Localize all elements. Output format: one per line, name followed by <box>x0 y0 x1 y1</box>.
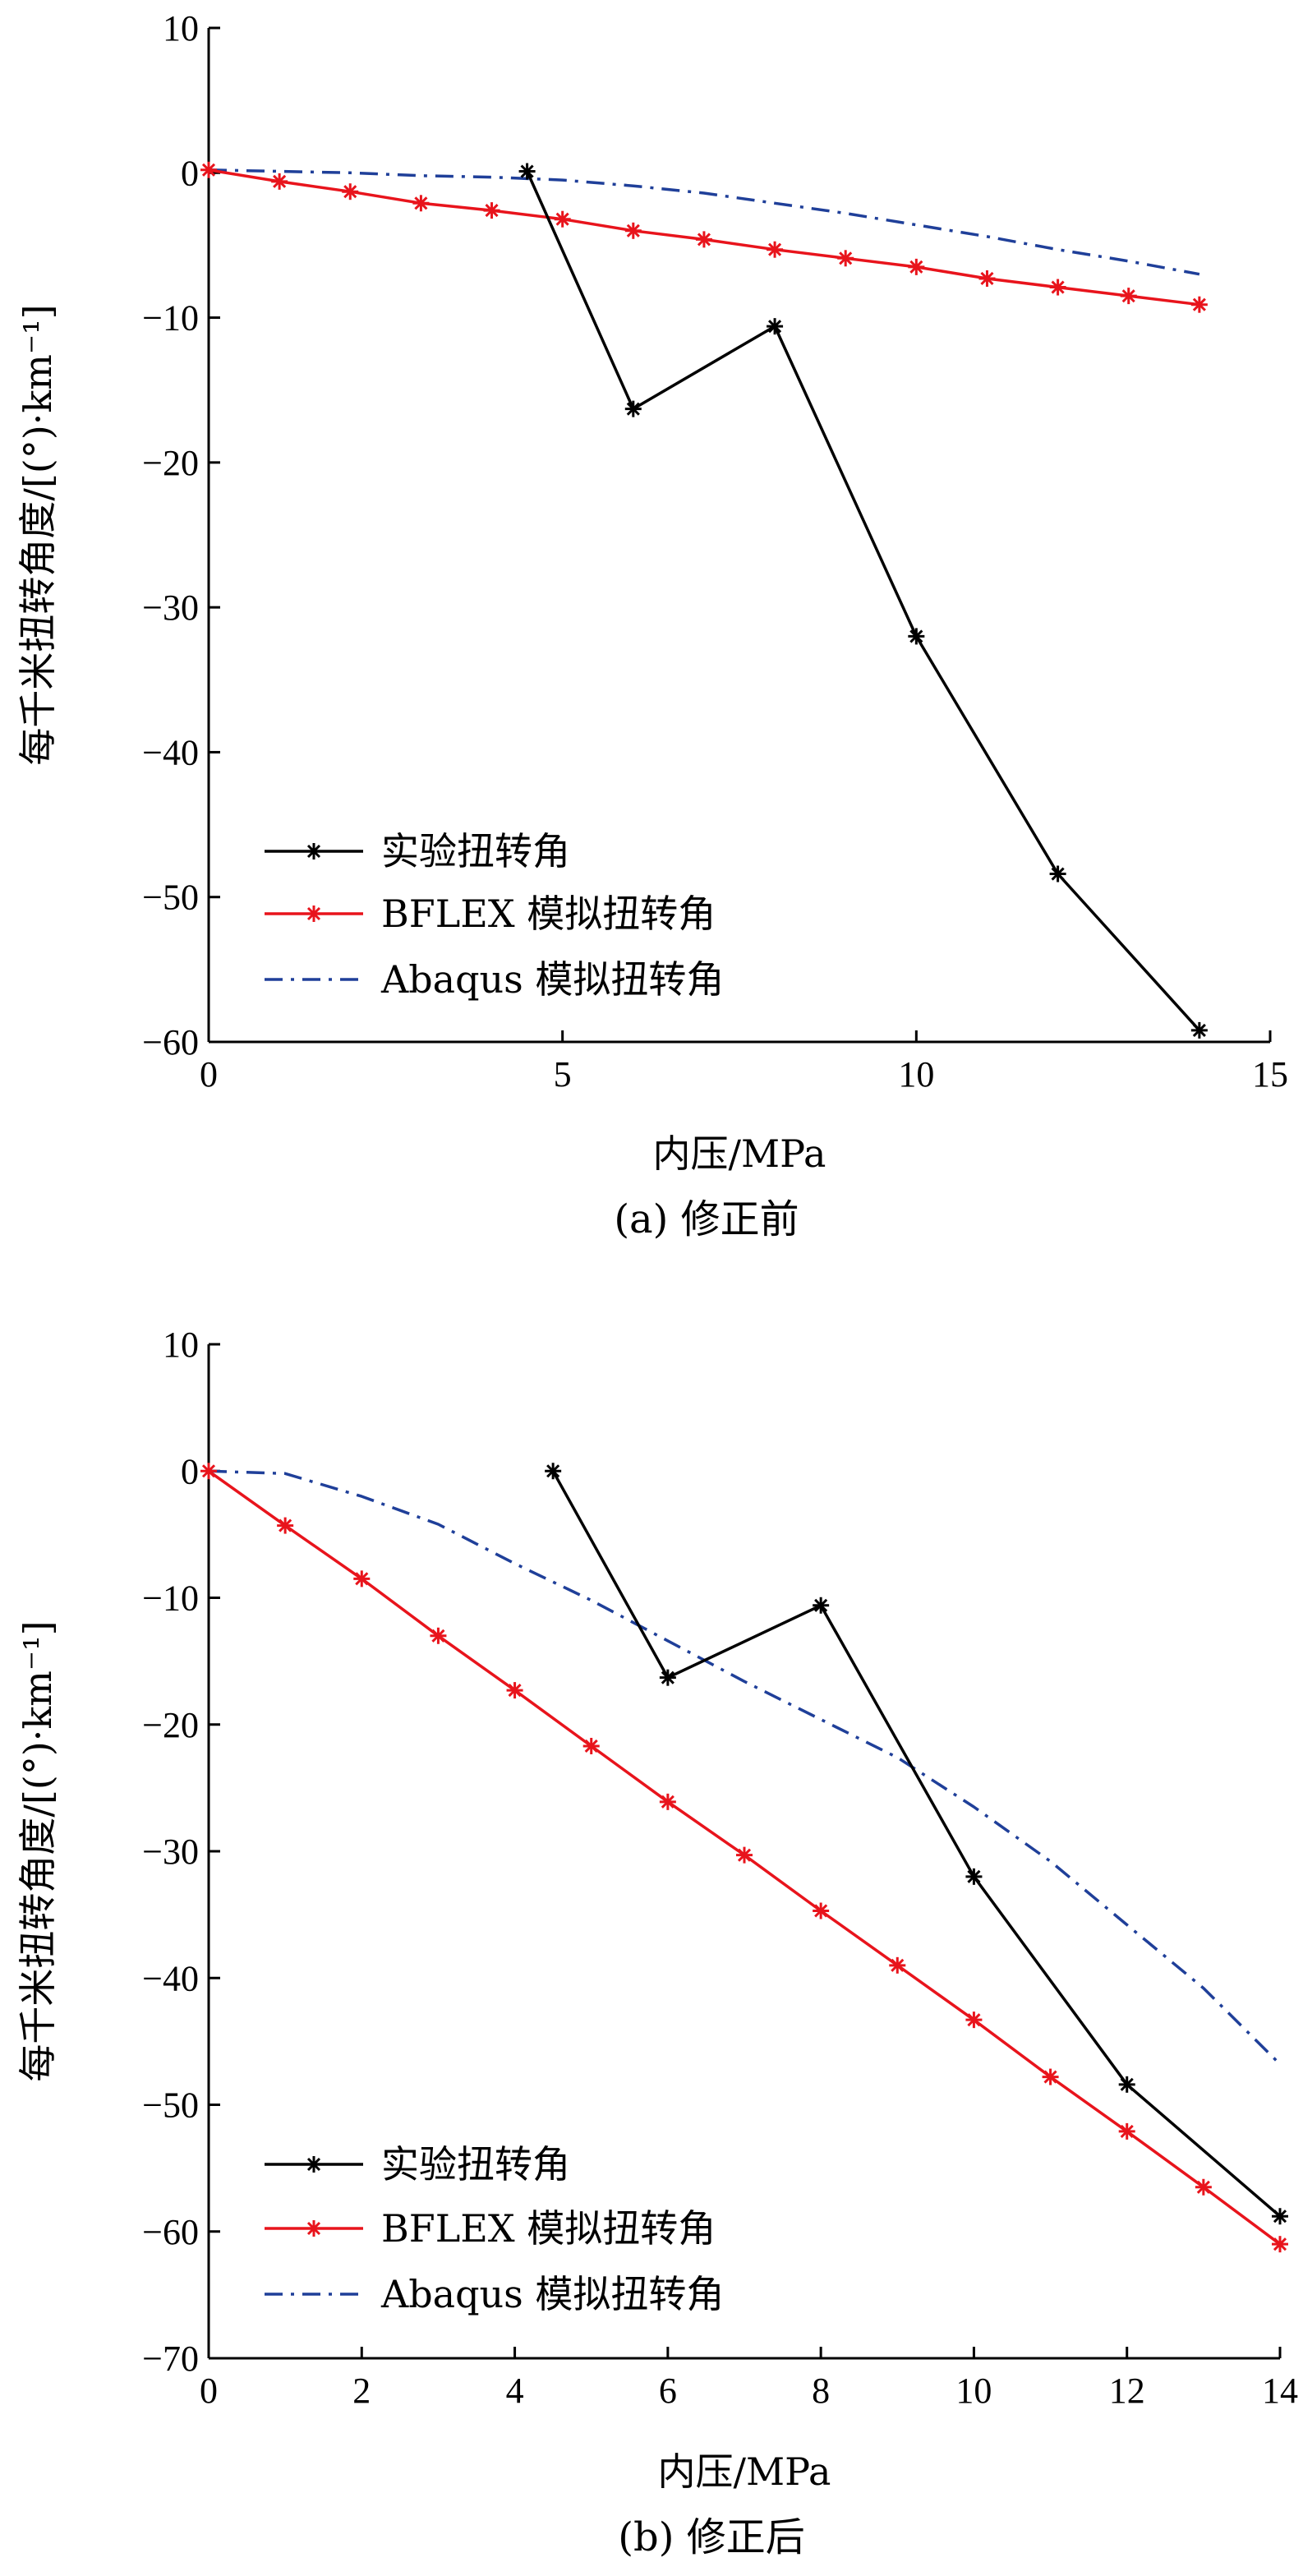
legend-marker <box>304 2154 324 2174</box>
y-tick-label: 10 <box>163 8 199 48</box>
chart-caption: (b) 修正后 <box>618 2514 804 2560</box>
chart-b: 100−10−20−30−40−50−60−700 2 4 6 8 10 12 14内压/MP… <box>16 1325 1298 2560</box>
x-tick-label: 5 <box>554 1054 572 1094</box>
legend-label: 实验扭转角 <box>381 829 570 873</box>
data-point <box>658 1792 678 1812</box>
y-tick-label: −30 <box>142 1832 199 1872</box>
y-tick-label: −40 <box>142 732 199 772</box>
data-point <box>269 172 289 191</box>
legend-label: Abaqus 模拟扭转角 <box>380 957 724 1002</box>
x-tick-label: 4 <box>506 2371 524 2411</box>
y-tick-label: 0 <box>181 1451 199 1491</box>
data-point <box>906 626 926 646</box>
data-point <box>765 316 785 336</box>
y-tick-label: −60 <box>142 2212 199 2252</box>
x-tick-label: 10 <box>955 2371 992 2411</box>
y-tick-label: −20 <box>142 1705 199 1745</box>
data-point <box>1270 2234 1290 2254</box>
legend-marker <box>304 904 324 924</box>
data-point <box>906 257 926 277</box>
data-point <box>411 193 430 213</box>
series-line-2 <box>208 168 1200 276</box>
legend-label: BFLEX 模拟扭转角 <box>381 892 716 936</box>
data-point <box>199 1461 219 1481</box>
x-tick-label: 14 <box>1262 2371 1298 2411</box>
x-tick-label: 0 <box>200 2371 218 2411</box>
x-tick-label: 10 <box>898 1054 934 1094</box>
data-point <box>1041 2067 1061 2087</box>
chart-caption: (a) 修正前 <box>614 1196 799 1242</box>
legend-label: 实验扭转角 <box>381 2142 570 2187</box>
y-tick-label: −40 <box>142 1958 199 1998</box>
data-point <box>1190 295 1209 315</box>
data-point <box>199 160 219 180</box>
data-point <box>811 1596 831 1615</box>
data-point <box>1270 2206 1290 2226</box>
data-point <box>811 1901 831 1920</box>
data-point <box>1119 286 1139 306</box>
x-tick-label: 2 <box>352 2371 371 2411</box>
data-point <box>428 1626 448 1646</box>
legend-marker <box>304 2219 324 2238</box>
y-tick-label: −60 <box>142 1022 199 1062</box>
data-point <box>340 182 360 201</box>
data-point <box>1117 2122 1137 2141</box>
data-point <box>505 1680 525 1700</box>
x-axis-label: 内压/MPa <box>653 1131 826 1176</box>
y-axis-label: 每千米扭转角度/[(°)·km⁻¹] <box>16 304 60 765</box>
legend-label: Abaqus 模拟扭转角 <box>380 2272 724 2316</box>
data-point <box>765 240 785 260</box>
data-point <box>352 1569 371 1588</box>
data-point <box>582 1736 601 1756</box>
data-point <box>624 399 643 419</box>
data-point <box>543 1461 563 1481</box>
y-tick-label: −20 <box>142 443 199 483</box>
data-point <box>553 210 573 229</box>
y-tick-label: 0 <box>181 153 199 193</box>
data-point <box>624 221 643 241</box>
y-axis-label: 每千米扭转角度/[(°)·km⁻¹] <box>16 1620 60 2081</box>
x-tick-label: 8 <box>812 2371 830 2411</box>
chart-a: 100−10−20−30−40−50−600 5 10 15内压/MPa每千米扭转角度… <box>16 8 1288 1242</box>
data-point <box>734 1846 754 1865</box>
x-tick-label: 15 <box>1252 1054 1288 1094</box>
data-point <box>275 1516 295 1536</box>
data-point <box>518 162 537 182</box>
x-tick-label: 0 <box>200 1054 218 1094</box>
x-tick-label: 6 <box>659 2371 677 2411</box>
data-point <box>658 1668 678 1688</box>
series-line-2 <box>208 1469 1282 2066</box>
x-tick-label: 12 <box>1109 2371 1145 2411</box>
y-tick-label: −30 <box>142 588 199 628</box>
x-axis-label: 内压/MPa <box>658 2449 831 2494</box>
series-line-0 <box>551 1470 1282 2218</box>
data-point <box>964 2010 983 2030</box>
series-line-0 <box>526 170 1201 1032</box>
y-tick-label: −70 <box>142 2339 199 2379</box>
data-point <box>1048 278 1068 297</box>
legend-label: BFLEX 模拟扭转角 <box>381 2206 716 2251</box>
data-point <box>1117 2075 1137 2094</box>
y-tick-label: −10 <box>142 1578 199 1619</box>
legend-marker <box>304 841 324 861</box>
data-point <box>694 229 714 249</box>
data-point <box>1194 2177 1213 2197</box>
data-point <box>887 1956 907 1975</box>
y-tick-label: −10 <box>142 298 199 339</box>
y-tick-label: −50 <box>142 878 199 918</box>
y-tick-label: −50 <box>142 2085 199 2126</box>
data-point <box>1190 1021 1209 1040</box>
data-point <box>977 269 997 288</box>
y-tick-label: 10 <box>163 1325 199 1365</box>
data-point <box>836 248 855 268</box>
data-point <box>1048 864 1068 884</box>
data-point <box>482 200 502 220</box>
data-point <box>964 1867 983 1887</box>
